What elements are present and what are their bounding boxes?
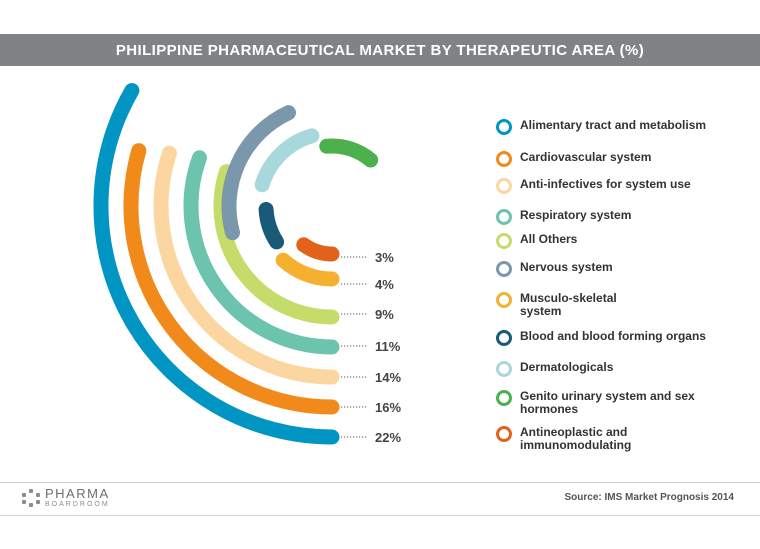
legend-item: Antineoplastic and immunomodulating: [496, 426, 746, 452]
logo-sub-text: BOARDROOM: [45, 501, 110, 508]
arc-all-others: [213, 164, 340, 325]
source-note: Source: IMS Market Prognosis 2014: [564, 492, 734, 503]
arc-alimentary-tract-and-metabolism: [93, 83, 340, 445]
legend-label: Dermatologicals: [520, 360, 614, 374]
legend-item: Respiratory system: [496, 209, 746, 225]
legend-item: Nervous system: [496, 261, 746, 277]
chart-title: PHILIPPINE PHARMACEUTICAL MARKET BY THER…: [115, 41, 645, 59]
legend-item: Alimentary tract and metabolism: [496, 119, 746, 135]
value-label: 11%: [375, 339, 401, 354]
chart-title-bar: PHILIPPINE PHARMACEUTICAL MARKET BY THER…: [0, 34, 760, 66]
radial-chart: 22% 16% 14% 11% 9% 4% 3%: [93, 83, 401, 445]
legend-ring-icon: [496, 330, 512, 346]
legend-item: Blood and blood forming organs: [496, 330, 746, 346]
legend-ring-icon: [496, 119, 512, 135]
value-label: 9%: [375, 307, 394, 322]
value-label: 22%: [375, 430, 401, 445]
logo-mark-icon: [22, 488, 40, 507]
legend-item: Cardiovascular system: [496, 151, 746, 167]
legend-label: All Others: [520, 232, 578, 246]
legend-ring-icon: [496, 233, 512, 249]
legend-ring-icon: [496, 209, 512, 225]
arc-musculo-skeletal-system: [275, 252, 340, 287]
arc-anti-infectives-for-system-use: [153, 145, 340, 385]
arc-genito-urinary-system-and-sex-hormones: [319, 138, 379, 168]
arc-nervous-system: [221, 105, 296, 241]
arc-blood-and-blood-forming-organs: [258, 202, 285, 250]
value-label: 3%: [375, 250, 394, 265]
legend-ring-icon: [496, 292, 512, 308]
legend-label: Antineoplastic and immunomodulating: [520, 425, 632, 452]
legend-label: Musculo-skeletal system: [520, 291, 617, 318]
legend-item: All Others: [496, 233, 746, 249]
legend-item: Musculo-skeletal system: [496, 292, 746, 318]
value-label: 16%: [375, 400, 401, 415]
legend-ring-icon: [496, 426, 512, 442]
legend-item: Dermatologicals: [496, 361, 746, 377]
arc-dermatologicals: [254, 128, 320, 193]
arc-respiratory-system: [183, 150, 340, 355]
legend-label: Alimentary tract and metabolism: [520, 118, 707, 132]
legend-ring-icon: [496, 390, 512, 406]
logo-main-text: PHARMA: [45, 486, 110, 501]
value-label: 4%: [375, 277, 394, 292]
legend-label: Nervous system: [520, 260, 613, 274]
legend-ring-icon: [496, 361, 512, 377]
legend-item: Genito urinary system and sex hormones: [496, 390, 746, 416]
legend-ring-icon: [496, 151, 512, 167]
legend-label: Blood and blood forming organs: [520, 329, 706, 343]
value-label: 14%: [375, 370, 401, 385]
pharmaboardroom-logo: PHARMA BOARDROOM: [22, 487, 110, 508]
legend-item: Anti-infectives for system use: [496, 178, 746, 194]
footer-divider-bottom: [0, 515, 760, 516]
arc-antineoplastic-and-immunomodulating: [296, 237, 340, 262]
legend-ring-icon: [496, 178, 512, 194]
arc-cardiovascular-system: [123, 143, 340, 415]
footer-divider-top: [0, 482, 760, 483]
legend-label: Anti-infectives for system use: [520, 177, 691, 191]
legend-label: Cardiovascular system: [520, 150, 652, 164]
legend-ring-icon: [496, 261, 512, 277]
legend-label: Genito urinary system and sex hormones: [520, 389, 695, 416]
legend-label: Respiratory system: [520, 208, 632, 222]
